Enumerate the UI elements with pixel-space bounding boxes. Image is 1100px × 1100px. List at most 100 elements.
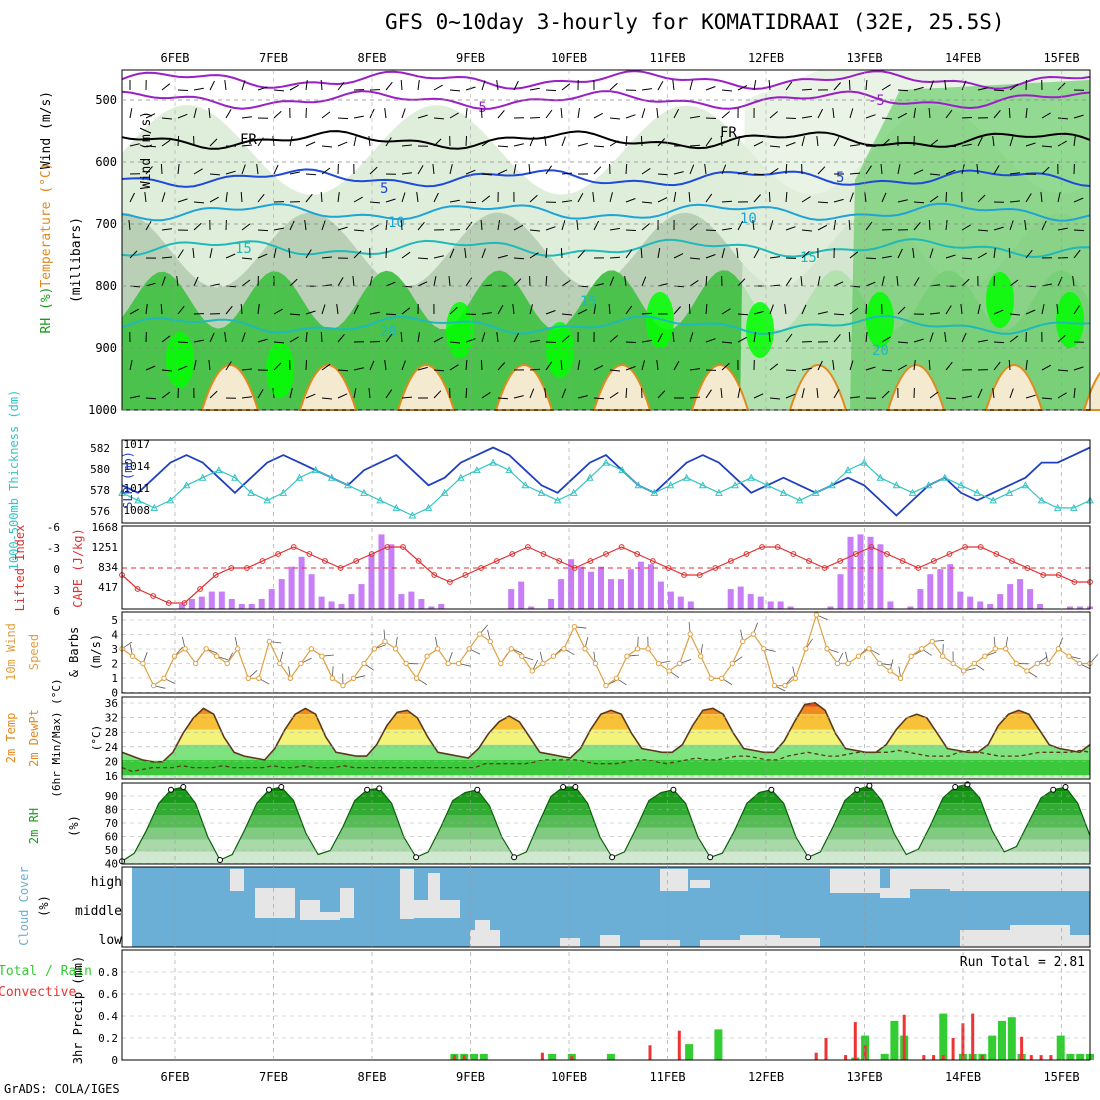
wind-barb [400,219,403,231]
wind-barb [737,278,746,287]
cape-bar [428,606,435,609]
wind-barb [433,192,439,203]
isotherm-label: 20 [380,324,397,340]
precip-conv-bar [941,1055,945,1060]
wind-marker [477,631,483,637]
wind-barb [432,164,435,175]
rh-bright-blob [986,272,1014,328]
cape-bar [238,604,245,609]
wind-barb [385,281,396,287]
wind-barb [177,305,185,315]
wind-barb [721,227,732,231]
wind-barb [576,220,579,231]
cape-tick: 1668 [92,521,119,534]
wind-barb [129,143,140,147]
wind-barb [304,220,307,231]
wind-barb [192,248,195,259]
wind-barb [481,80,486,91]
wind-marker [950,660,956,667]
wind-barb [128,220,131,231]
thickness-tick: 580 [90,463,110,476]
wind-barb [753,173,765,176]
wind-barb [657,197,668,203]
wind-barb [225,109,232,119]
wind-barb [1073,388,1076,399]
bottom-date-label: 11FEB [649,1070,685,1084]
precip-conv-bar [922,1055,926,1060]
precip-ylabel: 3hr Precip (mm) [71,956,85,1064]
wind-barb [129,108,133,119]
li-marker [1071,579,1078,585]
wind-barb [321,397,333,400]
li-marker [197,586,204,592]
bottom-date-label: 14FEB [945,1070,981,1084]
thickness-marker [263,496,272,504]
wind-barb [561,313,573,316]
wind-barb [224,332,227,343]
wind-barb [1009,335,1019,343]
wind-barb [1057,140,1067,147]
cape-bar [887,601,894,609]
wind-barb [241,144,253,147]
cape-bar [987,604,994,609]
wind-marker [803,646,809,652]
wind-barb [705,193,713,203]
isotherm-label: 10 [388,215,405,231]
rh-right-green [850,80,1090,410]
wind-barb [641,312,653,315]
wind-barb [337,117,349,120]
wind-barb [225,305,233,315]
li-line [121,546,1090,604]
precip-conv-bar [863,1045,867,1060]
wind-barb [193,108,197,119]
pressure-tick-label: 500 [95,93,117,107]
cape-bar [228,599,235,609]
cape-bar [338,604,345,609]
wind-barb [929,139,939,147]
temp-tick: 36 [105,697,118,710]
li-marker [478,565,485,571]
wind-barb [593,112,604,119]
thickness-marker [1053,503,1062,511]
wind-barb [624,276,627,287]
wind-barb [449,229,461,231]
wind-barb [864,192,867,203]
wind-marker [982,653,988,659]
li-marker [400,544,406,550]
cloud-block [340,888,354,918]
wind-barb [208,108,211,119]
wind-barb [721,308,731,315]
wind-barb [849,307,859,315]
cloud-block [690,880,710,888]
wind-barb [1057,334,1066,343]
li-marker [275,551,282,557]
isotherm-label: 15 [235,241,252,257]
wind-barb [641,360,645,371]
precip-tick: 0.6 [98,988,118,1001]
wind-barb [241,257,253,260]
wind-barb [913,108,916,119]
cape-bar [558,579,565,609]
wind-marker [392,646,399,652]
wind-barb [449,199,460,203]
li-marker [384,544,391,550]
wind-barb [769,363,779,371]
rh-tick: 80 [105,804,118,817]
wind-barb [497,109,505,119]
thickness-marker [682,473,691,481]
wind-barb [656,360,659,371]
precip-total-bar [880,1053,889,1060]
wind-barb [928,359,931,371]
wind-barb [769,220,774,231]
cape-bar [178,604,185,609]
wind-barb [161,139,171,147]
wind-barb [865,281,876,287]
credit-label: GrADS: COLA/IGES [4,1082,120,1096]
li-marker [165,600,172,606]
wind-barb [417,281,428,287]
wind-barb [881,229,893,231]
wind-barb [465,135,467,147]
li-marker [728,558,734,564]
wind-marker [582,646,588,652]
wind-barb [480,359,483,371]
